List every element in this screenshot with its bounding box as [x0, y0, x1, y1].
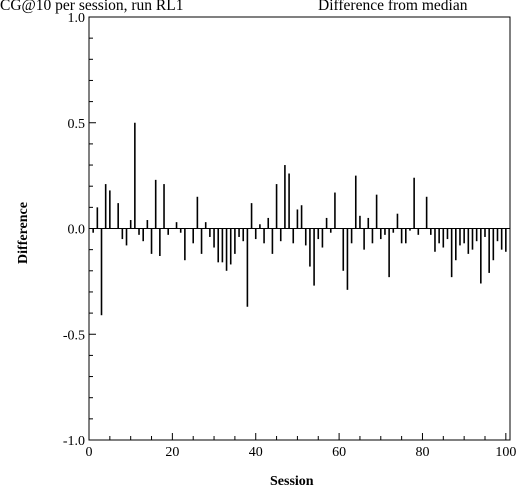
y-tick-label: 0.0	[68, 223, 86, 238]
x-tick-label: 40	[249, 445, 263, 460]
chart-title-right: Difference from median	[318, 0, 468, 14]
x-tick-label: 60	[332, 445, 346, 460]
y-tick-label: -1.0	[63, 434, 85, 449]
x-tick-label: 20	[165, 445, 179, 460]
x-tick-label: 100	[495, 445, 516, 460]
y-axis-label: Difference	[16, 202, 31, 264]
y-tick-label: 1.0	[68, 11, 86, 26]
x-tick-label: 80	[415, 445, 429, 460]
y-tick-label: -0.5	[63, 328, 85, 343]
x-axis-label: Session	[270, 474, 314, 489]
chart-title-left: CG@10 per session, run RL1	[0, 0, 184, 14]
x-tick-label: 0	[86, 445, 93, 460]
y-tick-label: 0.5	[68, 117, 86, 132]
